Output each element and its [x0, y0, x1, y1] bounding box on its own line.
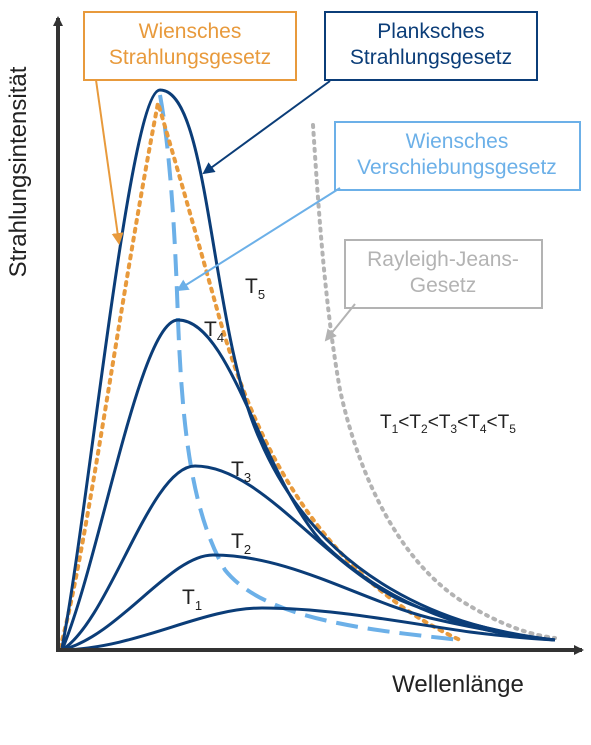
curve-label-t5: T5	[245, 275, 265, 302]
rayleigh-jeans-curve	[311, 123, 557, 640]
displacement-arrow	[176, 187, 341, 292]
wien-law-box	[83, 11, 297, 81]
displacement-line-1: Wiensches	[406, 130, 509, 153]
wien-law-line-2: Strahlungsgesetz	[109, 46, 271, 69]
curve-label-t1: T1	[182, 586, 202, 613]
planck-curve-t2	[61, 553, 556, 652]
temperature-inequality: T1<T2<T3<T4<T5	[380, 412, 516, 436]
rayleigh-jeans-line-1: Rayleigh-Jeans-	[367, 248, 519, 271]
x-axis-label: Wellenlänge	[392, 671, 524, 698]
rayleigh-jeans-arrow	[324, 303, 356, 342]
planck-line-2: Strahlungsgesetz	[350, 46, 512, 69]
wien-law-curve	[58, 102, 462, 650]
curve-label-t3: T3	[231, 458, 251, 485]
wien-law-arrow	[95, 79, 124, 245]
planck-box	[324, 11, 538, 81]
rayleigh-jeans-box	[344, 239, 543, 309]
planck-curve-t5	[60, 88, 556, 649]
rayleigh-jeans-line-2: Gesetz	[410, 274, 477, 297]
displacement-box	[334, 121, 581, 191]
curve-label-t4: T4	[204, 318, 224, 345]
wien-law-line-1: Wiensches	[139, 20, 242, 43]
planck-curve-t3	[61, 464, 556, 652]
planck-line-1: Planksches	[377, 20, 484, 43]
y-axis-label: Strahlungsintensität	[5, 66, 32, 277]
planck-curve-t1	[61, 606, 556, 652]
displacement-line-2: Verschiebungsgesetz	[357, 156, 557, 179]
planck-arrow	[202, 80, 331, 175]
planck-curve-t4	[60, 318, 556, 651]
curve-label-t2: T2	[231, 530, 251, 557]
